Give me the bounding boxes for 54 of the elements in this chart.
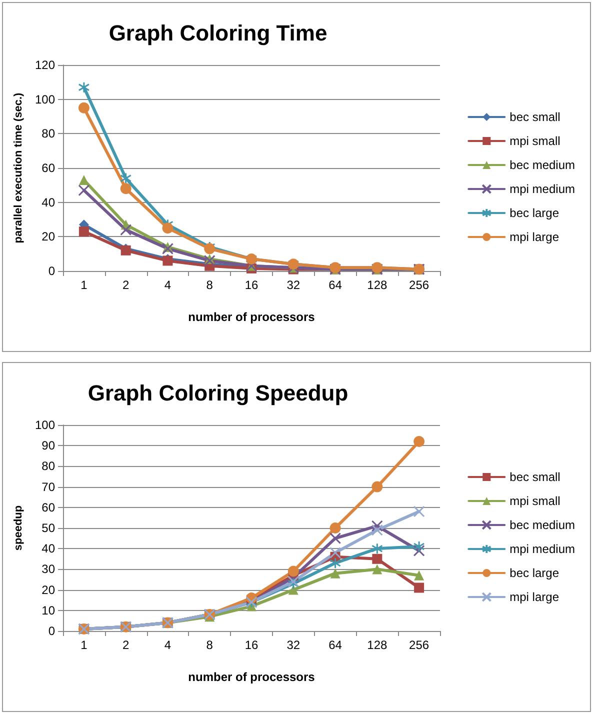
y-tick-label: 100 [34,92,56,106]
y-tick-label: 40 [42,542,56,556]
x-tick-label: 16 [244,278,258,292]
y-tick-label: 20 [42,230,56,244]
legend-label: mpi small [510,134,560,148]
x-tick-label: 16 [244,638,258,652]
x-tick-label: 8 [206,638,214,652]
y-tick-label: 90 [42,438,56,453]
x-tick-label: 2 [122,638,130,652]
y-tick-label: 20 [42,582,56,597]
chart-title: Graph Coloring Time [108,20,328,46]
y-tick-label: 30 [42,562,56,576]
legend-label: mpi large [510,230,560,244]
x-tick-label: 256 [409,278,430,292]
x-tick-label: 32 [286,638,300,652]
x-tick-label: 4 [164,638,172,652]
x-tick-label: 32 [286,278,300,292]
x-axis-title: number of processors [188,670,316,684]
x-tick-label: 1 [80,278,88,292]
x-tick-label: 4 [164,278,172,292]
x-tick-label: 8 [206,278,214,292]
x-tick-label: 1 [80,638,88,652]
legend-label: bec large [510,206,560,220]
x-axis-title: number of processors [188,310,316,324]
y-tick-label: 50 [42,521,56,535]
y-tick-label: 60 [42,500,56,514]
legend-label: bec medium [510,518,576,532]
legend-label: mpi medium [510,182,575,196]
y-axis-title: speedup [12,505,25,551]
y-tick-label: 60 [42,161,56,175]
x-tick-label: 128 [367,278,388,292]
legend-label: mpi medium [510,542,575,556]
x-tick-label: 256 [409,638,430,652]
x-tick-label: 2 [122,278,130,292]
y-tick-label: 70 [42,480,56,494]
y-axis-title: parallel execution time (sec.) [12,92,25,244]
y-tick-label: 0 [48,264,56,278]
y-tick-label: 10 [42,603,56,618]
x-tick-label: 128 [367,638,388,652]
legend-label: bec small [510,110,560,124]
y-tick-label: 120 [34,58,56,72]
y-tick-label: 0 [48,624,56,638]
legend-label: bec medium [510,158,576,172]
x-tick-label: 64 [328,638,342,652]
legend-label: bec small [510,470,560,484]
y-tick-label: 100 [34,418,56,432]
y-tick-label: 80 [42,126,56,141]
legend-label: mpi large [510,590,560,604]
y-tick-label: 40 [42,195,56,210]
y-tick-label: 80 [42,459,56,474]
legend-label: mpi small [510,494,560,508]
x-tick-label: 64 [328,278,342,292]
chart-title: Graph Coloring Speedup [88,380,348,406]
legend-label: bec large [510,566,560,580]
